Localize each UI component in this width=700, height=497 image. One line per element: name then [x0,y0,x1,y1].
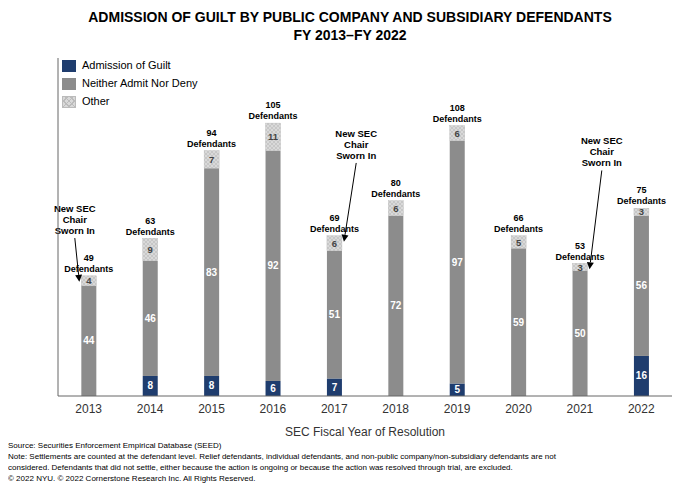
html-text:considered. Defendants that di: considered. Defendants that did not sett… [8,463,513,472]
svg-text:16: 16 [636,370,648,381]
svg-text:5: 5 [516,237,522,248]
svg-text:105Defendants: 105Defendants [249,100,298,121]
svg-text:2018: 2018 [382,402,409,416]
svg-text:69Defendants: 69Defendants [310,213,359,234]
svg-text:63Defendants: 63Defendants [126,216,175,237]
svg-text:SEC Fiscal Year of Resolution: SEC Fiscal Year of Resolution [285,425,445,436]
svg-text:59: 59 [513,317,525,328]
html-text:Neither Admit Nor Deny: Neither Admit Nor Deny [82,77,198,89]
svg-text:46: 46 [145,313,157,324]
svg-text:11: 11 [268,131,279,142]
svg-text:New SECChairSworn In: New SECChairSworn In [54,203,96,236]
svg-text:2019: 2019 [444,402,471,416]
svg-text:2014: 2014 [137,402,164,416]
svg-text:108Defendants: 108Defendants [433,103,482,124]
svg-text:6: 6 [455,128,460,139]
html-text:Admission of Guilt: Admission of Guilt [82,59,171,71]
svg-text:2016: 2016 [260,402,287,416]
html-text:Note: Settlements are counted: Note: Settlements are counted at the def… [8,452,556,461]
svg-text:75Defendants: 75Defendants [617,185,666,206]
svg-text:50: 50 [574,328,586,339]
svg-text:7: 7 [209,154,214,165]
svg-text:New SECChairSworn In: New SECChairSworn In [335,128,377,161]
svg-text:8: 8 [209,380,215,391]
html-text:© 2022 NYU. © 2022 Cornerstone: © 2022 NYU. © 2022 Cornerstone Research … [8,474,256,483]
svg-text:6: 6 [332,238,337,249]
svg-text:66Defendants: 66Defendants [494,213,543,234]
svg-text:2015: 2015 [198,402,225,416]
svg-text:94Defendants: 94Defendants [187,128,236,149]
svg-text:2020: 2020 [505,402,532,416]
svg-text:2021: 2021 [567,402,594,416]
svg-text:7: 7 [332,382,338,393]
svg-text:92: 92 [267,260,279,271]
svg-text:2022: 2022 [628,402,655,416]
svg-text:5: 5 [454,384,460,395]
svg-text:44: 44 [83,335,95,346]
svg-text:3: 3 [639,206,644,217]
svg-text:6: 6 [270,383,276,394]
svg-text:56: 56 [636,280,648,291]
svg-text:2017: 2017 [321,402,348,416]
html-text:FY 2013–FY 2022: FY 2013–FY 2022 [293,27,407,43]
html-text:ADMISSION OF GUILT BY PUBLIC C: ADMISSION OF GUILT BY PUBLIC COMPANY AND… [88,9,612,25]
html-text:Other: Other [82,95,110,107]
svg-text:6: 6 [393,203,398,214]
svg-text:83: 83 [206,267,218,278]
svg-text:49Defendants: 49Defendants [64,253,113,274]
svg-text:51: 51 [329,309,341,320]
svg-text:2013: 2013 [75,402,102,416]
svg-text:3: 3 [577,262,582,273]
html-text:Source: Securities Enforcement: Source: Securities Enforcement Empirical… [8,441,222,450]
svg-text:97: 97 [452,257,464,268]
svg-text:72: 72 [390,300,402,311]
svg-text:8: 8 [147,380,153,391]
svg-text:9: 9 [148,244,153,255]
svg-text:80Defendants: 80Defendants [371,178,420,199]
svg-text:New SECChairSworn In: New SECChairSworn In [581,135,623,168]
svg-text:53Defendants: 53Defendants [556,241,605,262]
svg-text:4: 4 [86,275,92,286]
